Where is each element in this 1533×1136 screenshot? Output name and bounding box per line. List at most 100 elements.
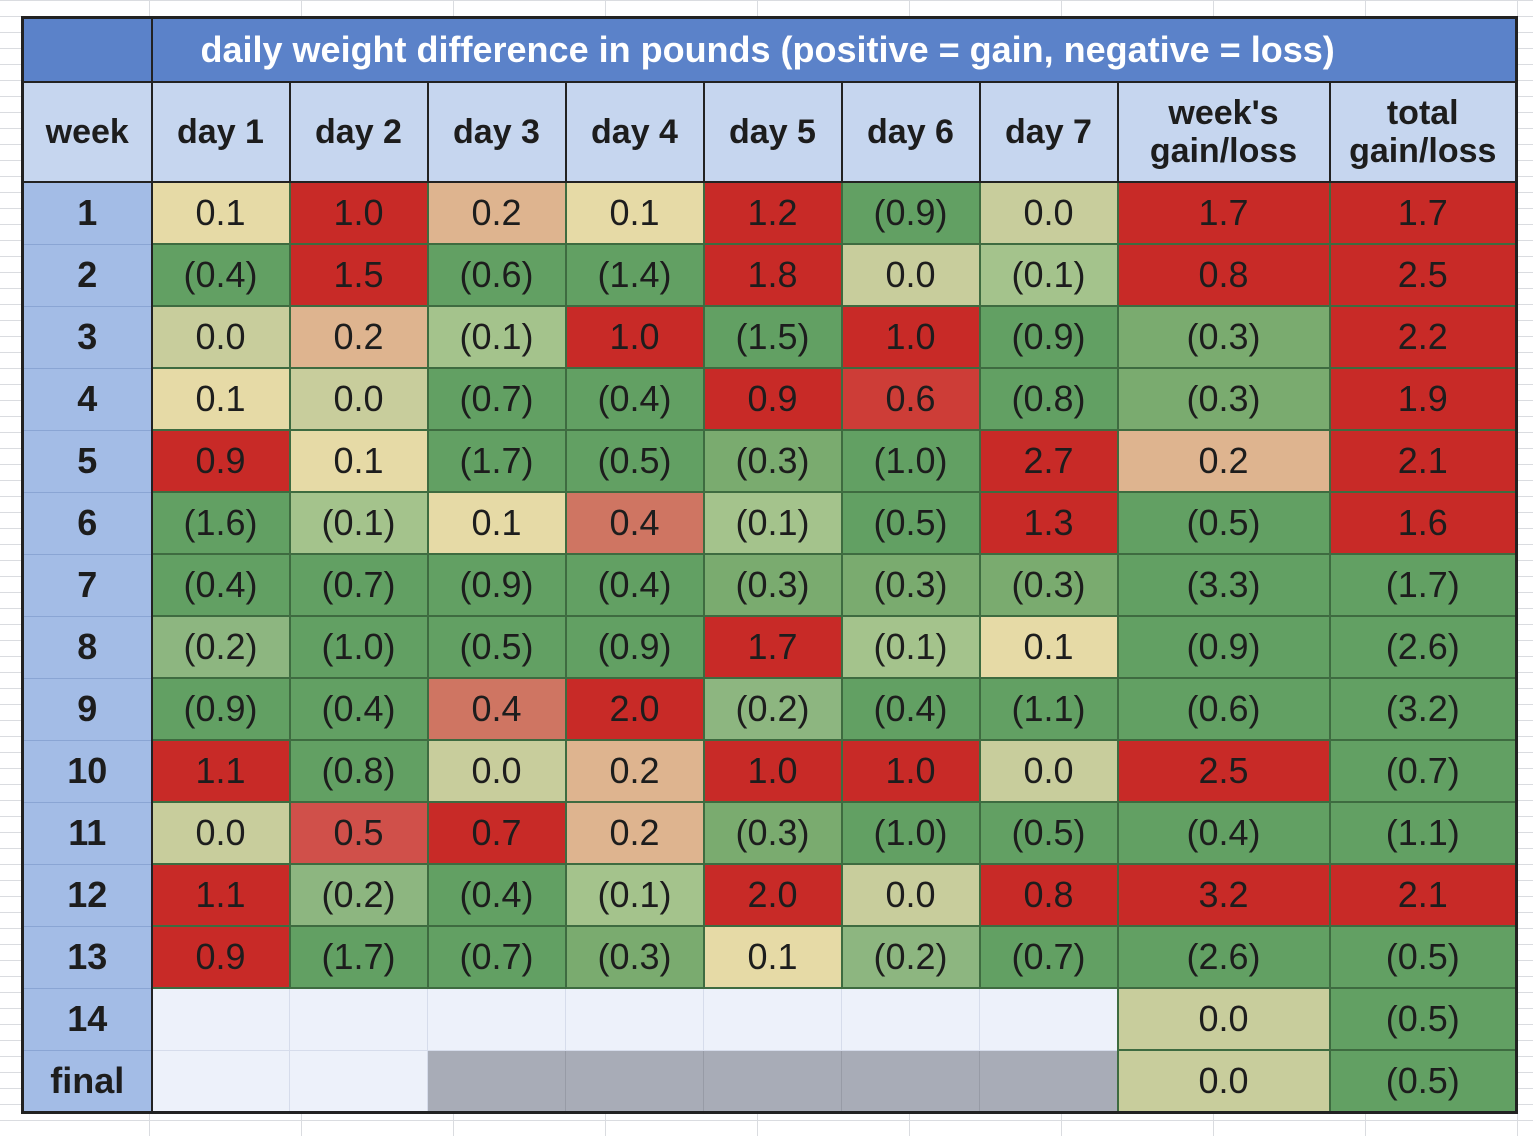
cell-day-3[interactable]: 0.1 [426,491,567,555]
header-weeks-gain-loss[interactable]: week's gain/loss [1116,81,1331,183]
cell-day-5[interactable]: 0.1 [702,925,843,989]
cell-day-6[interactable]: (1.0) [840,801,981,865]
cell-day-5[interactable] [703,1049,842,1113]
cell-day-5[interactable]: 1.2 [702,181,843,245]
cell-day-7[interactable]: (0.5) [978,801,1119,865]
cell-weeks-gain-loss[interactable]: (0.5) [1116,491,1331,555]
cell-day-4[interactable]: 0.1 [564,181,705,245]
cell-day-2[interactable]: 1.0 [288,181,429,245]
cell-day-5[interactable]: (0.3) [702,553,843,617]
week-label-cell[interactable]: 10 [21,739,153,803]
cell-total-gain-loss[interactable]: 1.6 [1328,491,1518,555]
cell-day-5[interactable]: (0.2) [702,677,843,741]
week-label-cell[interactable]: 1 [21,181,153,245]
cell-day-6[interactable]: (1.0) [840,429,981,493]
week-label-cell[interactable]: 8 [21,615,153,679]
cell-day-5[interactable]: 0.9 [702,367,843,431]
cell-day-5[interactable]: (0.3) [702,801,843,865]
header-total-gain-loss[interactable]: total gain/loss [1328,81,1518,183]
cell-day-5[interactable]: 2.0 [702,863,843,927]
cell-total-gain-loss[interactable]: (0.5) [1328,925,1518,989]
cell-day-1[interactable]: 0.1 [150,367,291,431]
cell-day-3[interactable]: (0.9) [426,553,567,617]
cell-day-3[interactable]: (0.1) [426,305,567,369]
cell-total-gain-loss[interactable]: 2.1 [1328,863,1518,927]
table-title[interactable]: daily weight difference in pounds (posit… [150,16,1518,83]
week-label-cell[interactable]: 3 [21,305,153,369]
cell-day-2[interactable]: 0.2 [288,305,429,369]
cell-day-3[interactable]: 0.4 [426,677,567,741]
cell-day-2[interactable]: 0.0 [288,367,429,431]
cell-day-3[interactable]: (0.5) [426,615,567,679]
cell-day-6[interactable]: 0.6 [840,367,981,431]
cell-weeks-gain-loss[interactable]: 2.5 [1116,739,1331,803]
cell-day-4[interactable]: 0.4 [564,491,705,555]
header-day-5[interactable]: day 5 [702,81,843,183]
cell-day-3[interactable]: (0.7) [426,367,567,431]
cell-day-1[interactable]: 0.1 [150,181,291,245]
week-label-cell[interactable]: 2 [21,243,153,307]
cell-weeks-gain-loss[interactable]: (0.6) [1116,677,1331,741]
cell-weeks-gain-loss[interactable]: 0.0 [1116,1049,1331,1114]
cell-day-6[interactable]: 1.0 [840,739,981,803]
cell-day-7[interactable]: (0.7) [978,925,1119,989]
cell-day-1[interactable]: (0.9) [150,677,291,741]
cell-day-7[interactable] [979,987,1118,1051]
header-day-7[interactable]: day 7 [978,81,1119,183]
cell-day-4[interactable]: (0.4) [564,553,705,617]
cell-day-2[interactable]: (0.2) [288,863,429,927]
cell-day-7[interactable]: (0.3) [978,553,1119,617]
cell-day-5[interactable] [703,987,842,1051]
cell-day-4[interactable]: 1.0 [564,305,705,369]
cell-day-7[interactable]: 0.0 [978,181,1119,245]
header-day-1[interactable]: day 1 [150,81,291,183]
cell-day-3[interactable]: 0.0 [426,739,567,803]
cell-day-5[interactable]: 1.7 [702,615,843,679]
cell-weeks-gain-loss[interactable]: 0.0 [1116,987,1331,1051]
cell-day-7[interactable]: (0.8) [978,367,1119,431]
cell-weeks-gain-loss[interactable]: 0.2 [1116,429,1331,493]
cell-day-4[interactable]: (1.4) [564,243,705,307]
cell-day-2[interactable] [289,1049,428,1113]
cell-day-1[interactable]: 1.1 [150,739,291,803]
header-week[interactable]: week [21,81,153,183]
cell-day-6[interactable]: (0.3) [840,553,981,617]
cell-day-7[interactable] [979,1049,1118,1113]
cell-day-7[interactable]: 0.8 [978,863,1119,927]
cell-day-6[interactable]: (0.4) [840,677,981,741]
cell-day-3[interactable]: (1.7) [426,429,567,493]
cell-day-4[interactable]: 0.2 [564,801,705,865]
cell-day-1[interactable]: (0.2) [150,615,291,679]
cell-day-1[interactable] [151,987,290,1051]
cell-weeks-gain-loss[interactable]: (3.3) [1116,553,1331,617]
cell-total-gain-loss[interactable]: 1.9 [1328,367,1518,431]
cell-day-3[interactable]: 0.7 [426,801,567,865]
cell-day-6[interactable]: (0.2) [840,925,981,989]
cell-day-1[interactable]: (0.4) [150,553,291,617]
week-label-cell[interactable]: 11 [21,801,153,865]
cell-day-1[interactable]: 0.9 [150,429,291,493]
cell-total-gain-loss[interactable]: (0.7) [1328,739,1518,803]
cell-weeks-gain-loss[interactable]: 0.8 [1116,243,1331,307]
cell-day-1[interactable]: 0.0 [150,305,291,369]
cell-day-4[interactable]: (0.9) [564,615,705,679]
cell-day-2[interactable]: 0.1 [288,429,429,493]
cell-day-4[interactable]: (0.1) [564,863,705,927]
cell-weeks-gain-loss[interactable]: (0.9) [1116,615,1331,679]
cell-day-7[interactable]: 0.0 [978,739,1119,803]
cell-weeks-gain-loss[interactable]: (2.6) [1116,925,1331,989]
cell-day-2[interactable]: (0.4) [288,677,429,741]
cell-day-7[interactable]: (1.1) [978,677,1119,741]
cell-weeks-gain-loss[interactable]: 1.7 [1116,181,1331,245]
cell-day-4[interactable]: 2.0 [564,677,705,741]
cell-day-1[interactable]: (1.6) [150,491,291,555]
week-label-cell[interactable]: 7 [21,553,153,617]
cell-day-3[interactable]: 0.2 [426,181,567,245]
cell-day-2[interactable]: (1.0) [288,615,429,679]
cell-day-3[interactable]: (0.4) [426,863,567,927]
cell-day-6[interactable]: 0.0 [840,863,981,927]
cell-total-gain-loss[interactable]: (1.1) [1328,801,1518,865]
cell-day-1[interactable]: 0.0 [150,801,291,865]
cell-day-6[interactable]: (0.5) [840,491,981,555]
cell-day-1[interactable]: 1.1 [150,863,291,927]
